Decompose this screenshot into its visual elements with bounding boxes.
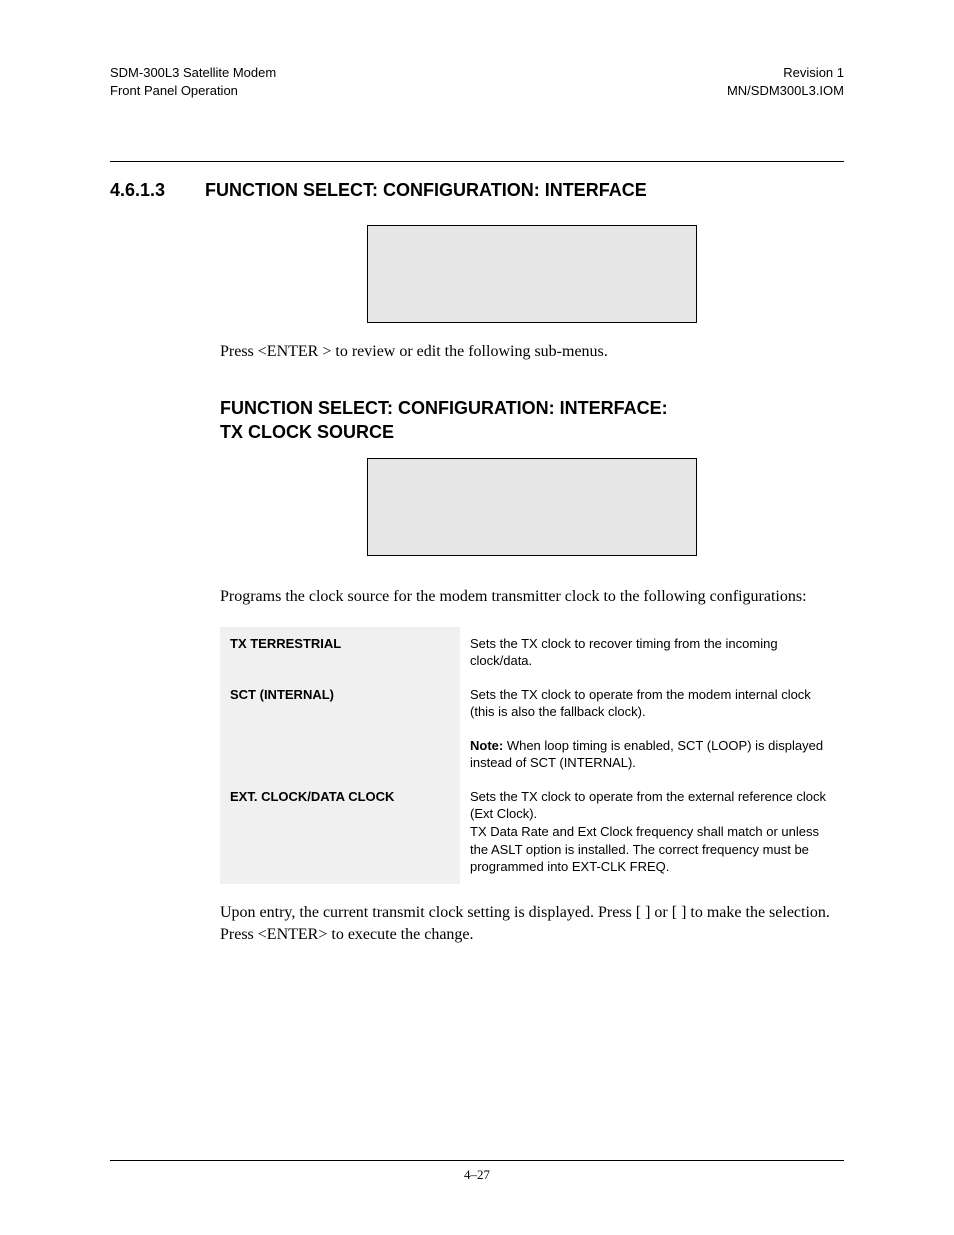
header-right-line1: Revision 1 [727, 64, 844, 82]
page: SDM-300L3 Satellite Modem Front Panel Op… [0, 0, 954, 1235]
lcd-display-box-2 [367, 458, 697, 556]
header-left-line2: Front Panel Operation [110, 82, 276, 100]
row-label: TX TERRESTRIAL [220, 627, 460, 678]
subsection-heading: FUNCTION SELECT: CONFIGURATION: INTERFAC… [220, 397, 844, 444]
row-note: Note: When loop timing is enabled, SCT (… [460, 729, 844, 780]
header-left-line1: SDM-300L3 Satellite Modem [110, 64, 276, 82]
table-row: TX TERRESTRIAL Sets the TX clock to reco… [220, 627, 844, 678]
note-prefix: Note: [470, 738, 503, 753]
subhead-line2: TX CLOCK SOURCE [220, 421, 844, 444]
header-right: Revision 1 MN/SDM300L3.IOM [727, 64, 844, 99]
body-column: Press <ENTER > to review or edit the fol… [220, 225, 844, 946]
lcd-display-box-1 [367, 225, 697, 323]
page-footer: 4–27 [110, 1160, 844, 1183]
row-text: Sets the TX clock to recover timing from… [460, 627, 844, 678]
header-right-line2: MN/SDM300L3.IOM [727, 82, 844, 100]
row-text: Sets the TX clock to operate from the mo… [460, 678, 844, 729]
row-label-empty [220, 729, 460, 780]
footer-rule [110, 1160, 844, 1161]
section-title: FUNCTION SELECT: CONFIGURATION: INTERFAC… [205, 180, 647, 201]
section-number: 4.6.1.3 [110, 180, 165, 201]
para-upon-entry: Upon entry, the current transmit clock s… [220, 902, 844, 947]
row-label: EXT. CLOCK/DATA CLOCK [220, 780, 460, 884]
para-enter-review: Press <ENTER > to review or edit the fol… [220, 341, 844, 363]
row-label: SCT (INTERNAL) [220, 678, 460, 729]
table-row: EXT. CLOCK/DATA CLOCK Sets the TX clock … [220, 780, 844, 884]
top-rule [110, 161, 844, 162]
page-number: 4–27 [110, 1167, 844, 1183]
note-text: When loop timing is enabled, SCT (LOOP) … [470, 738, 823, 771]
running-header: SDM-300L3 Satellite Modem Front Panel Op… [110, 64, 844, 99]
table-row: Note: When loop timing is enabled, SCT (… [220, 729, 844, 780]
table-row: SCT (INTERNAL) Sets the TX clock to oper… [220, 678, 844, 729]
section-heading: 4.6.1.3 FUNCTION SELECT: CONFIGURATION: … [110, 180, 844, 201]
header-left: SDM-300L3 Satellite Modem Front Panel Op… [110, 64, 276, 99]
subhead-line1: FUNCTION SELECT: CONFIGURATION: INTERFAC… [220, 397, 844, 420]
config-table: TX TERRESTRIAL Sets the TX clock to reco… [220, 627, 844, 884]
para-programs-clock: Programs the clock source for the modem … [220, 586, 844, 608]
row-text: Sets the TX clock to operate from the ex… [460, 780, 844, 884]
